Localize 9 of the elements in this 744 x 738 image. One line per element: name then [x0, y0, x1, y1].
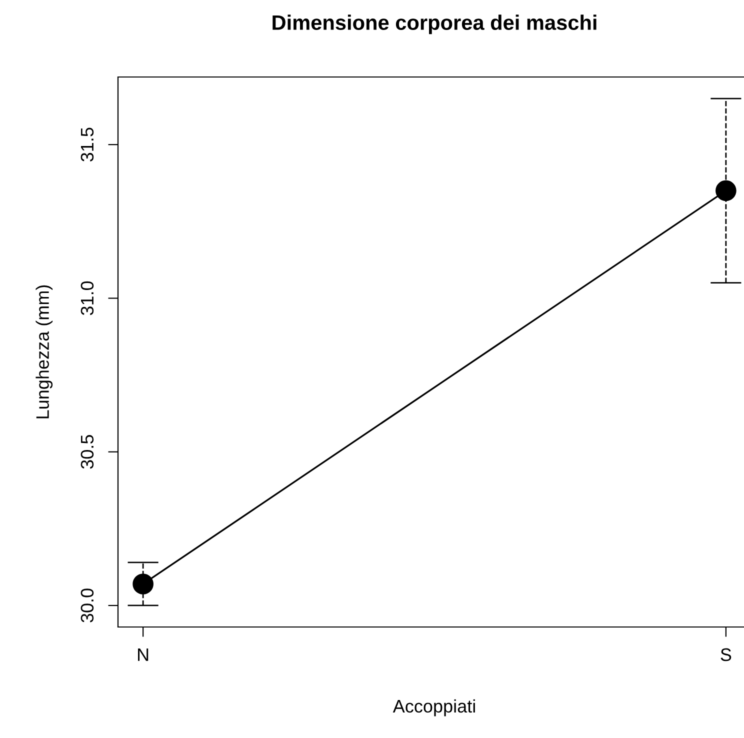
y-axis-title: Lunghezza (mm) [36, 285, 53, 418]
y-tick-label: 31.0 [80, 281, 94, 316]
x-axis-title: Accoppiati [392, 699, 475, 716]
x-tick-label: S [720, 648, 732, 662]
y-tick-label: 31.5 [80, 128, 94, 162]
x-tick-label: N [138, 648, 148, 661]
y-tick-label: 30.0 [80, 588, 94, 622]
chart-title: Dimensione corporea dei maschi [272, 14, 596, 34]
y-tick-label: 30.5 [80, 435, 94, 469]
